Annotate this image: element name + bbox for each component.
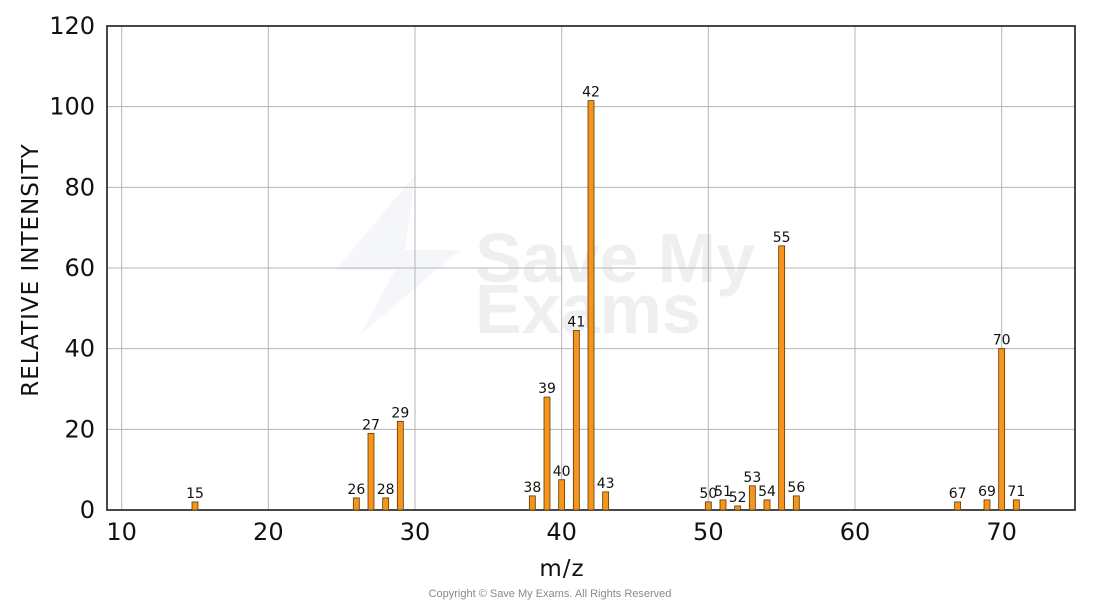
watermark-bolt-icon [335, 175, 460, 335]
bar [763, 499, 771, 511]
bar-label: 38 [523, 480, 541, 496]
y-tick-label: 40 [64, 335, 95, 363]
x-tick-label: 20 [253, 518, 284, 546]
bar-label: 50 [699, 486, 717, 502]
x-tick-label: 10 [106, 518, 137, 546]
bar [748, 485, 756, 511]
bar-label: 27 [362, 417, 380, 433]
copyright-notice: Copyright © Save My Exams. All Rights Re… [428, 588, 672, 600]
bar-label: 43 [597, 476, 615, 492]
bar-label: 53 [743, 470, 761, 486]
bar [983, 499, 991, 511]
bar [543, 396, 551, 511]
bar-label: 42 [582, 85, 600, 101]
x-tick-label: 50 [693, 518, 724, 546]
x-axis-title: m/z [539, 556, 584, 582]
bar-label: 70 [993, 333, 1011, 349]
watermark-logo: Save My Exams [335, 175, 755, 348]
bar-label: 28 [377, 482, 395, 498]
bar-label: 52 [729, 490, 747, 506]
bar [587, 100, 595, 511]
y-tick-label: 100 [49, 93, 95, 121]
bar [792, 495, 800, 511]
bar-label: 67 [949, 486, 967, 502]
bar-label: 51 [714, 484, 732, 500]
bar-label: 41 [567, 315, 585, 331]
bar-label: 26 [347, 482, 365, 498]
bar [382, 497, 390, 511]
bars-group [191, 100, 1020, 511]
bar [352, 497, 360, 511]
bar [367, 432, 375, 511]
bar [719, 499, 727, 511]
bar [734, 505, 742, 511]
bar [998, 348, 1006, 511]
bar [778, 245, 786, 511]
y-tick-label: 0 [80, 496, 95, 524]
bar-label: 40 [553, 464, 571, 480]
x-tick-label: 30 [400, 518, 431, 546]
y-tick-label: 60 [64, 254, 95, 282]
bar-label: 69 [978, 484, 996, 500]
bar [396, 420, 404, 511]
y-axis-title: RELATIVE INTENSITY [18, 143, 44, 396]
bar [602, 491, 610, 511]
x-tick-label: 70 [986, 518, 1017, 546]
bar-label: 29 [391, 405, 409, 421]
bar [528, 495, 536, 511]
bar-label: 56 [787, 480, 805, 496]
bar-label: 71 [1007, 484, 1025, 500]
bar [191, 501, 199, 511]
x-tick-label: 40 [546, 518, 577, 546]
bar-label: 55 [773, 230, 791, 246]
y-tick-label: 120 [49, 12, 95, 40]
y-axis-ticks: 0 20 40 60 80 100 120 [49, 12, 95, 524]
bar [1012, 499, 1020, 511]
y-tick-label: 80 [64, 173, 95, 201]
bar [572, 330, 580, 511]
bar [954, 501, 962, 511]
bar [704, 501, 712, 511]
bar-label: 39 [538, 381, 556, 397]
x-tick-label: 60 [840, 518, 871, 546]
bar [558, 479, 566, 511]
bar-label: 54 [758, 484, 776, 500]
y-tick-label: 20 [64, 415, 95, 443]
bar-label: 15 [186, 486, 204, 502]
x-axis-ticks: 10 20 30 40 50 60 70 [106, 518, 1017, 546]
